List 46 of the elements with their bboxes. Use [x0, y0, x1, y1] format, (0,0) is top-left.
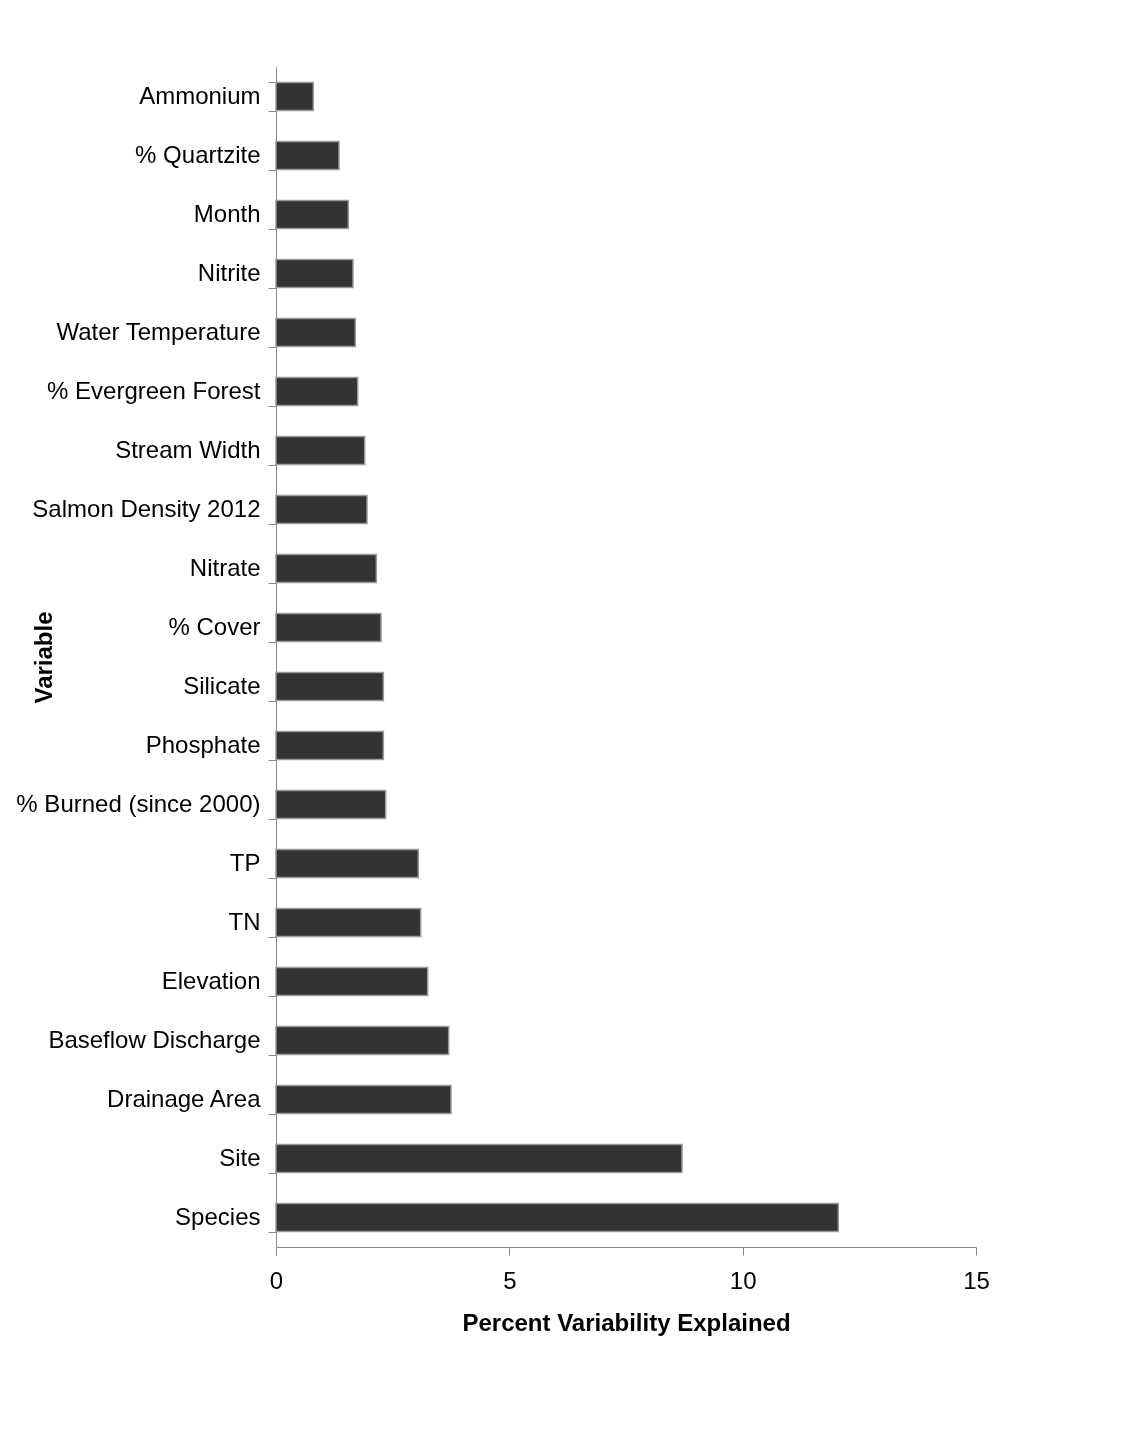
bar	[275, 612, 382, 643]
bar	[275, 199, 350, 230]
y-tick-label: Nitrite	[197, 259, 261, 286]
y-tick-label: Silicate	[183, 672, 261, 699]
bar	[275, 376, 359, 407]
y-tick-label: % Burned (since 2000)	[16, 790, 261, 817]
bar	[275, 789, 387, 820]
bar	[275, 553, 378, 584]
bar	[275, 435, 366, 466]
y-tick-label: TP	[229, 849, 261, 876]
bar	[275, 907, 422, 938]
y-tick-label: % Cover	[168, 613, 261, 640]
bar	[275, 258, 354, 289]
y-tick-label: % Quartzite	[135, 141, 261, 168]
bar	[275, 671, 385, 702]
bar	[275, 1202, 840, 1233]
bar	[275, 494, 368, 525]
y-tick-label: Salmon Density 2012	[32, 495, 261, 522]
y-tick-label: Drainage Area	[107, 1085, 262, 1112]
y-tick-label: Phosphate	[145, 731, 261, 758]
x-tick-label: 10	[729, 1266, 757, 1294]
bar	[275, 848, 420, 879]
y-tick-label: Elevation	[161, 967, 261, 994]
y-axis-title: Variable	[29, 611, 57, 704]
y-tick-label: Month	[193, 200, 261, 227]
y-tick-label: % Evergreen Forest	[47, 377, 261, 404]
y-tick-label: Site	[219, 1144, 261, 1171]
bar	[275, 1084, 452, 1115]
bar	[275, 81, 315, 112]
x-tick-label: 15	[963, 1266, 990, 1294]
bar	[275, 1143, 683, 1174]
y-tick-label: Nitrate	[189, 554, 261, 581]
x-axis-title: Percent Variability Explained	[462, 1308, 791, 1336]
y-tick-label: TN	[228, 908, 261, 935]
bar	[275, 1025, 450, 1056]
bar	[275, 140, 340, 171]
bar	[275, 317, 357, 348]
y-tick-label: Baseflow Discharge	[48, 1026, 261, 1053]
x-tick-label: 0	[269, 1266, 284, 1294]
y-tick-label: Species	[175, 1203, 261, 1230]
bar	[275, 966, 429, 997]
y-tick-label: Ammonium	[139, 82, 261, 109]
y-tick-label: Water Temperature	[56, 318, 261, 345]
bar	[275, 730, 385, 761]
x-tick-label: 5	[503, 1266, 517, 1294]
y-tick-label: Stream Width	[115, 436, 261, 463]
